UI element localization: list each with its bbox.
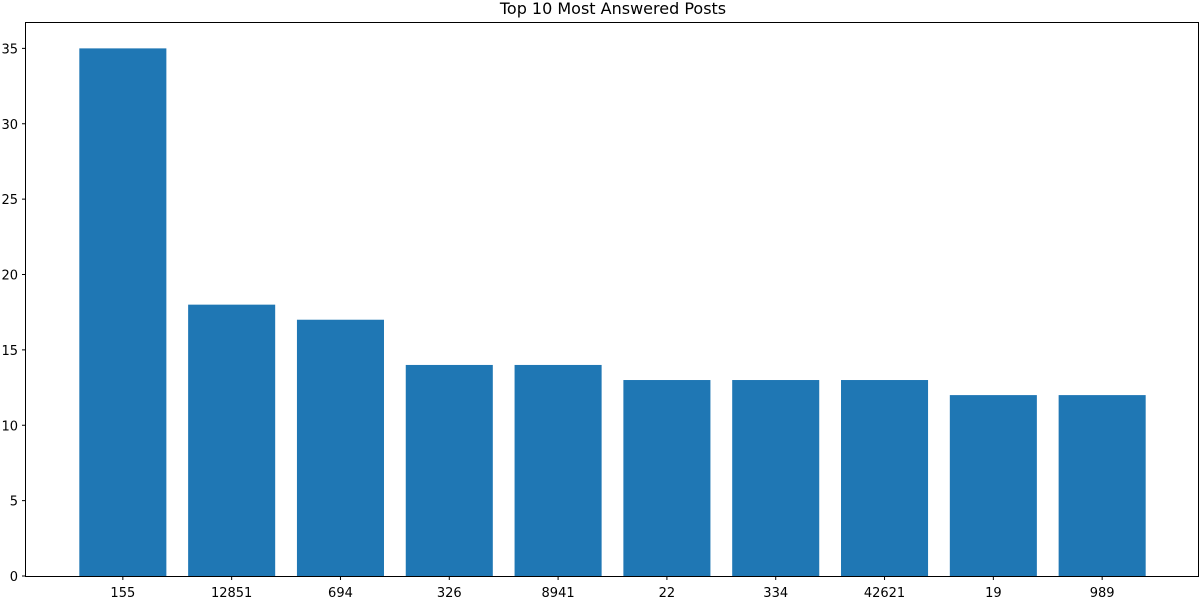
bar-694 [296, 319, 384, 576]
x-tick-label: 989 [1090, 586, 1115, 600]
bar-42621 [841, 380, 929, 576]
y-tick-label: 35 [1, 42, 18, 57]
x-tick-label: 334 [763, 586, 788, 600]
x-axis-ticks: 155 12851 694 326 8941 22 334 42621 19 989 [110, 576, 1115, 600]
y-tick-label: 25 [1, 193, 18, 208]
bars-group [79, 48, 1146, 576]
bar-8941 [514, 364, 602, 576]
bar-989 [1058, 395, 1146, 576]
x-tick-label: 22 [659, 586, 676, 600]
chart-title: Top 10 Most Answered Posts [499, 0, 726, 18]
y-tick-label: 0 [10, 570, 18, 585]
bar-19 [949, 395, 1037, 576]
x-tick-label: 694 [328, 586, 353, 600]
y-tick-label: 5 [10, 495, 18, 510]
bar-155 [79, 48, 167, 576]
x-tick-label: 326 [437, 586, 462, 600]
y-tick-label: 15 [1, 344, 18, 359]
bar-326 [405, 364, 493, 576]
bar-12851 [188, 304, 276, 576]
x-tick-label: 19 [985, 586, 1002, 600]
bar-22 [623, 380, 711, 576]
plot-frame [25, 22, 1199, 577]
x-tick-label: 8941 [542, 586, 575, 600]
x-tick-label: 155 [110, 586, 135, 600]
y-axis-ticks: 0 5 10 15 20 25 30 35 [1, 42, 26, 585]
y-tick-label: 20 [1, 269, 18, 284]
x-tick-label: 42621 [864, 586, 905, 600]
bar-334 [732, 380, 820, 576]
x-tick-label: 12851 [211, 586, 252, 600]
y-tick-label: 30 [1, 118, 18, 133]
y-tick-label: 10 [1, 419, 18, 434]
